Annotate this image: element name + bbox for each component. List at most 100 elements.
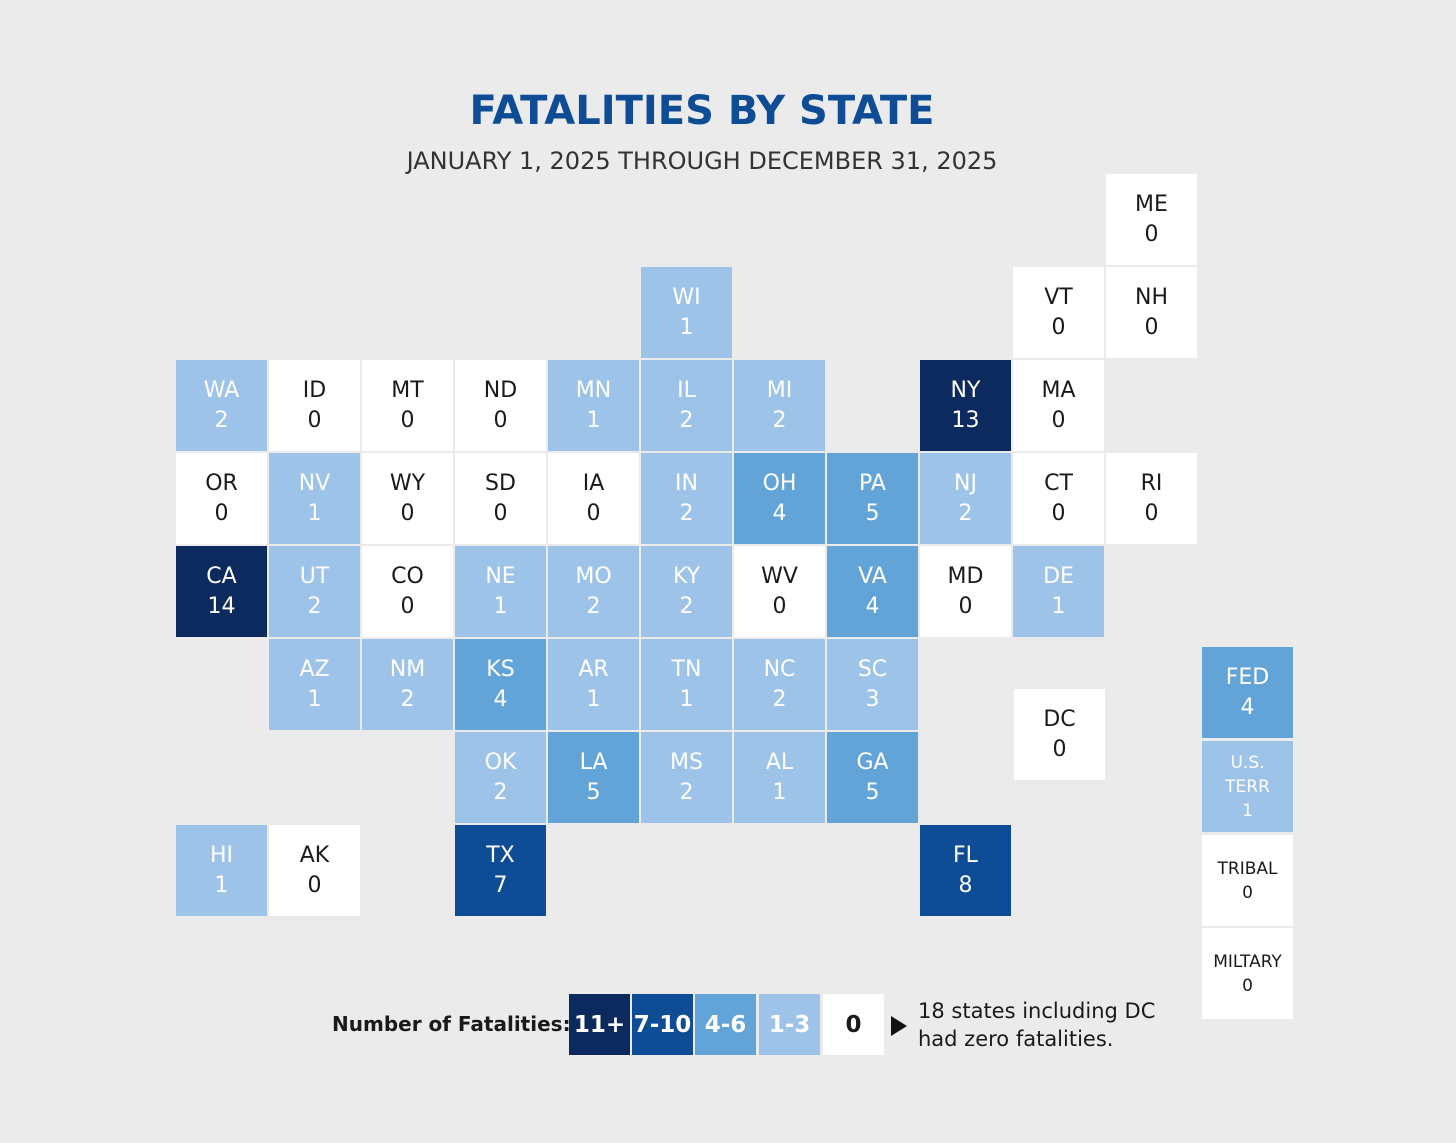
tile-de: DE 1 bbox=[1013, 546, 1104, 637]
tile-az: AZ 1 bbox=[269, 639, 360, 730]
tile-label: IL bbox=[677, 377, 696, 403]
tile-value: 0 bbox=[1051, 314, 1066, 340]
tile-value: 0 bbox=[1051, 407, 1066, 433]
tile-la: LA 5 bbox=[548, 732, 639, 823]
tile-label: MT bbox=[391, 377, 424, 403]
tile-value: 4 bbox=[1240, 694, 1255, 720]
tile-dc: DC 0 bbox=[1014, 689, 1105, 780]
tile-label: LA bbox=[579, 749, 608, 775]
tile-tn: TN 1 bbox=[641, 639, 732, 730]
tile-label: PA bbox=[859, 470, 886, 496]
map-subtitle: JANUARY 1, 2025 THROUGH DECEMBER 31, 202… bbox=[406, 147, 998, 175]
tile-label: OH bbox=[762, 470, 797, 496]
legend-key-4-6: 4-6 bbox=[695, 994, 756, 1055]
tile-label: NJ bbox=[954, 470, 977, 496]
tile-ct: CT 0 bbox=[1013, 453, 1104, 544]
tile-label: DC bbox=[1043, 706, 1076, 732]
tile-value: 1 bbox=[586, 686, 601, 712]
tile-label: CO bbox=[391, 563, 424, 589]
tile-value: 2 bbox=[679, 593, 694, 619]
tile-value: 2 bbox=[679, 500, 694, 526]
tile-value: 7 bbox=[493, 872, 508, 898]
tile-or: OR 0 bbox=[176, 453, 267, 544]
tile-value: 0 bbox=[1242, 975, 1253, 996]
tile-value: 5 bbox=[586, 779, 601, 805]
tile-value: 0 bbox=[1242, 882, 1253, 903]
tile-label: DE bbox=[1043, 563, 1074, 589]
tile-me: ME 0 bbox=[1106, 174, 1197, 265]
tile-oh: OH 4 bbox=[734, 453, 825, 544]
tile-value: 1 bbox=[586, 407, 601, 433]
tile-label: NV bbox=[298, 470, 331, 496]
tile-mi: MI 2 bbox=[734, 360, 825, 451]
tile-nd: ND 0 bbox=[455, 360, 546, 451]
tile-usterr: U.S. TERR 1 bbox=[1202, 741, 1293, 832]
tile-label: OK bbox=[484, 749, 517, 775]
tile-fed: FED 4 bbox=[1202, 647, 1293, 738]
tile-value: 0 bbox=[307, 407, 322, 433]
tile-label: SD bbox=[485, 470, 516, 496]
tile-id: ID 0 bbox=[269, 360, 360, 451]
tile-label: CT bbox=[1044, 470, 1073, 496]
tile-label: KY bbox=[672, 563, 701, 589]
tile-value: 0 bbox=[1144, 500, 1159, 526]
tile-label: TRIBAL bbox=[1217, 858, 1278, 879]
tile-value: 14 bbox=[207, 593, 236, 619]
tile-tribal: TRIBAL 0 bbox=[1202, 835, 1293, 926]
tile-label: MI bbox=[766, 377, 793, 403]
tile-md: MD 0 bbox=[920, 546, 1011, 637]
tile-label: WA bbox=[203, 377, 240, 403]
map-title: FATALITIES BY STATE bbox=[469, 88, 935, 134]
tile-label: MO bbox=[575, 563, 612, 589]
tile-value: 0 bbox=[586, 500, 601, 526]
tile-value: 0 bbox=[493, 500, 508, 526]
tile-value: 1 bbox=[772, 779, 787, 805]
tile-mn: MN 1 bbox=[548, 360, 639, 451]
tile-sc: SC 3 bbox=[827, 639, 918, 730]
tile-value: 13 bbox=[951, 407, 980, 433]
tile-label: TN bbox=[671, 656, 702, 682]
tile-sd: SD 0 bbox=[455, 453, 546, 544]
tile-value: 0 bbox=[400, 593, 415, 619]
tile-value: 0 bbox=[772, 593, 787, 619]
tile-value: 4 bbox=[865, 593, 880, 619]
tile-value: 1 bbox=[1051, 593, 1066, 619]
tile-va: VA 4 bbox=[827, 546, 918, 637]
tile-nm: NM 2 bbox=[362, 639, 453, 730]
legend-key-7-10: 7-10 bbox=[632, 994, 693, 1055]
tile-value: 1 bbox=[1242, 800, 1253, 821]
tile-nj: NJ 2 bbox=[920, 453, 1011, 544]
tile-label: VA bbox=[858, 563, 887, 589]
tile-label: WY bbox=[389, 470, 426, 496]
tile-label: ND bbox=[483, 377, 518, 403]
tile-value: 2 bbox=[772, 407, 787, 433]
tile-label: MD bbox=[947, 563, 984, 589]
tile-value: 3 bbox=[865, 686, 880, 712]
tile-label: CA bbox=[206, 563, 237, 589]
tile-label: MA bbox=[1041, 377, 1076, 403]
tile-label: GA bbox=[856, 749, 889, 775]
tile-value: 0 bbox=[1051, 500, 1066, 526]
tile-label: WI bbox=[672, 284, 701, 310]
tile-label: NY bbox=[950, 377, 981, 403]
tile-ma: MA 0 bbox=[1013, 360, 1104, 451]
tile-ny: NY 13 bbox=[920, 360, 1011, 451]
tile-value: 2 bbox=[586, 593, 601, 619]
tile-label: NH bbox=[1135, 284, 1168, 310]
tile-value: 0 bbox=[1144, 314, 1159, 340]
tile-value: 5 bbox=[865, 779, 880, 805]
tile-value: 4 bbox=[772, 500, 787, 526]
tile-ak: AK 0 bbox=[269, 825, 360, 916]
tile-value: 0 bbox=[214, 500, 229, 526]
tile-label: OR bbox=[205, 470, 238, 496]
tile-ks: KS 4 bbox=[455, 639, 546, 730]
tile-ut: UT 2 bbox=[269, 546, 360, 637]
tile-label: AK bbox=[299, 842, 330, 868]
tile-nc: NC 2 bbox=[734, 639, 825, 730]
tile-value: 4 bbox=[493, 686, 508, 712]
legend-note: 18 states including DC had zero fataliti… bbox=[918, 999, 1156, 1051]
tile-miltary: MILTARY 0 bbox=[1202, 928, 1293, 1019]
tile-value: 5 bbox=[865, 500, 880, 526]
tile-value: 1 bbox=[679, 314, 694, 340]
tile-label: RI bbox=[1140, 470, 1163, 496]
